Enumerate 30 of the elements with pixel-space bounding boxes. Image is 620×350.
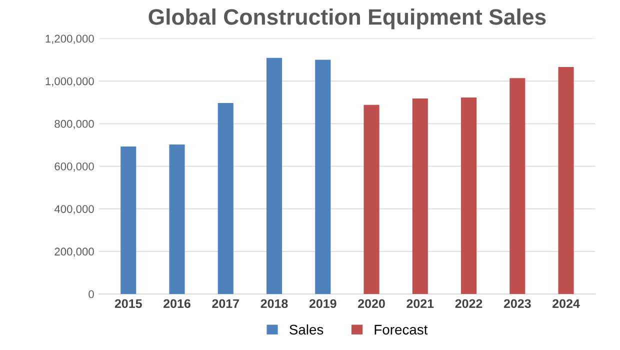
legend-label: Sales — [290, 324, 324, 335]
bar — [120, 146, 136, 294]
y-tick-label: 600,000 — [54, 162, 94, 172]
x-tick-label: 2018 — [260, 299, 288, 308]
y-tick-label: 1,200,000 — [46, 34, 94, 44]
x-tick-label: 2021 — [406, 299, 434, 308]
x-tick-label: 2016 — [164, 299, 190, 308]
x-tick-label: 2024 — [552, 299, 580, 308]
bar — [169, 144, 185, 294]
bar — [364, 104, 380, 294]
bar — [266, 58, 282, 294]
bar — [460, 97, 477, 294]
x-tick-label: 2015 — [114, 299, 142, 308]
chart-title: Global Construction Equipment Sales — [148, 8, 546, 30]
x-tick-label: 2022 — [455, 299, 482, 308]
y-tick-label: 0 — [88, 290, 94, 298]
x-tick-label: 2019 — [309, 299, 336, 308]
y-tick-label: 800,000 — [54, 120, 94, 130]
x-tick-label: 2023 — [504, 299, 531, 308]
bar — [315, 60, 331, 294]
x-tick-label: 2017 — [212, 299, 239, 308]
y-tick-label: 1,000,000 — [46, 77, 94, 87]
bar — [412, 98, 428, 294]
legend-label: Forecast — [374, 324, 428, 335]
y-tick-label: 400,000 — [54, 205, 94, 214]
x-tick-label: 2020 — [358, 299, 385, 308]
y-tick-label: 200,000 — [54, 248, 94, 257]
bar — [510, 78, 526, 294]
bar — [558, 67, 574, 294]
bar — [218, 103, 234, 294]
